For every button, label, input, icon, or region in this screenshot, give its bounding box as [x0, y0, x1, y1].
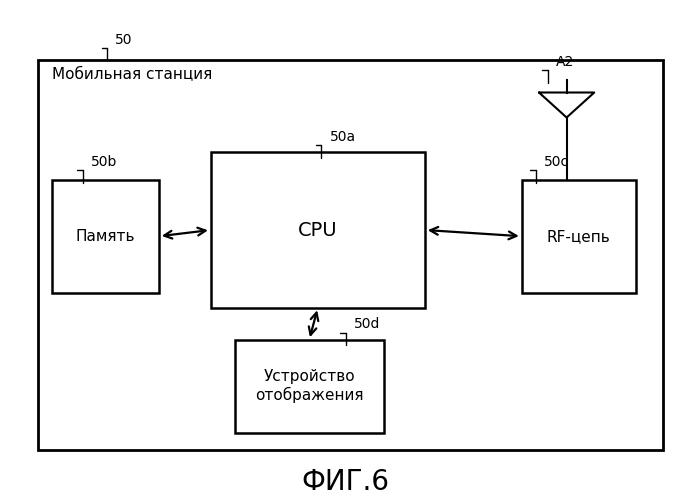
Text: 50b: 50b — [91, 155, 117, 169]
Bar — [522, 180, 636, 292]
Text: 50d: 50d — [354, 318, 380, 332]
Text: Память: Память — [75, 229, 135, 244]
Text: Устройство
отображения: Устройство отображения — [255, 370, 363, 403]
Bar — [52, 180, 159, 292]
Bar — [235, 340, 384, 432]
Text: RF-цепь: RF-цепь — [547, 229, 611, 244]
Text: CPU: CPU — [298, 220, 338, 240]
Text: 50a: 50a — [330, 130, 356, 144]
Text: 50c: 50c — [544, 155, 569, 169]
Bar — [211, 152, 425, 308]
Bar — [38, 60, 663, 450]
Text: 50: 50 — [115, 32, 133, 46]
Text: Мобильная станция: Мобильная станция — [52, 68, 212, 82]
Text: ФИГ.6: ФИГ.6 — [301, 468, 390, 496]
Text: A2: A2 — [556, 55, 574, 69]
